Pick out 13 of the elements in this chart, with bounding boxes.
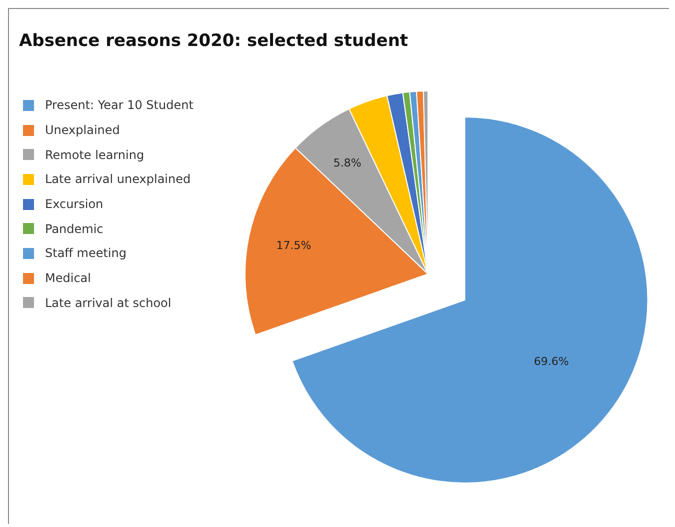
legend-label: Unexplained <box>45 123 120 138</box>
chart-title: Absence reasons 2020: selected student <box>19 31 408 51</box>
data-label: 17.5% <box>276 238 312 252</box>
legend-label: Late arrival unexplained <box>45 172 191 186</box>
legend-label: Remote learning <box>45 148 144 162</box>
legend-label: Staff meeting <box>45 246 126 260</box>
legend-label: Medical <box>45 271 91 286</box>
data-label: 69.6% <box>534 354 569 368</box>
legend-label: Present: Year 10 Student <box>45 98 194 112</box>
legend-label: Excursion <box>45 197 104 212</box>
data-label: 5.8% <box>333 156 362 170</box>
legend-label: Late arrival at school <box>45 296 172 310</box>
legend-label: Pandemic <box>45 222 104 236</box>
